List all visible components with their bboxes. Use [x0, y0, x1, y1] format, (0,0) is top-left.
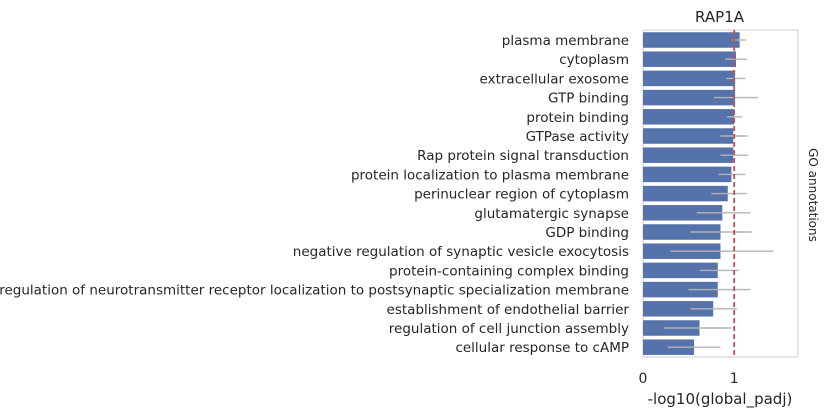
bar [643, 70, 736, 87]
category-label: perinuclear region of cytoplasm [414, 187, 629, 203]
chart-title: RAP1A [695, 8, 745, 26]
category-label: negative regulation of synaptic vesicle … [293, 244, 629, 260]
error-bars-layer [663, 39, 774, 348]
category-label: cellular response to cAMP [455, 340, 629, 356]
category-label: GDP binding [545, 225, 629, 241]
bar [643, 301, 714, 317]
x-tick-label: 1 [730, 371, 739, 387]
category-label: GTPase activity [526, 129, 629, 145]
bar [643, 32, 740, 48]
bar [643, 281, 718, 298]
y-side-label: GO annotations [806, 148, 820, 242]
bar [643, 224, 721, 240]
bar [643, 51, 736, 67]
category-label: Rap protein signal transduction [417, 148, 629, 164]
category-label: extracellular exosome [480, 71, 629, 87]
category-label: cytoplasm [559, 52, 629, 68]
bar [643, 109, 735, 125]
x-axis-label: -log10(global_padj) [648, 390, 793, 409]
x-tick-label: 0 [639, 371, 648, 387]
bar [643, 89, 736, 106]
category-label: regulation of cell junction assembly [389, 321, 629, 337]
bar [643, 262, 718, 279]
bar [643, 147, 734, 163]
category-label: glutamatergic synapse [474, 206, 629, 222]
category-label: protein-containing complex binding [389, 263, 629, 279]
category-label: establishment of endothelial barrier [387, 302, 630, 318]
bar [643, 205, 723, 221]
bar [643, 128, 734, 144]
category-label: regulation of neurotransmitter receptor … [0, 283, 629, 299]
category-label: plasma membrane [502, 33, 629, 49]
bar [643, 185, 728, 202]
category-label: protein localization to plasma membrane [351, 167, 629, 183]
category-label: protein binding [526, 110, 629, 126]
category-labels-layer: plasma membrane cytoplasm extracellular ex… [0, 33, 629, 356]
bar [643, 166, 732, 183]
category-label: GTP binding [548, 91, 629, 107]
bars-layer [643, 32, 740, 355]
